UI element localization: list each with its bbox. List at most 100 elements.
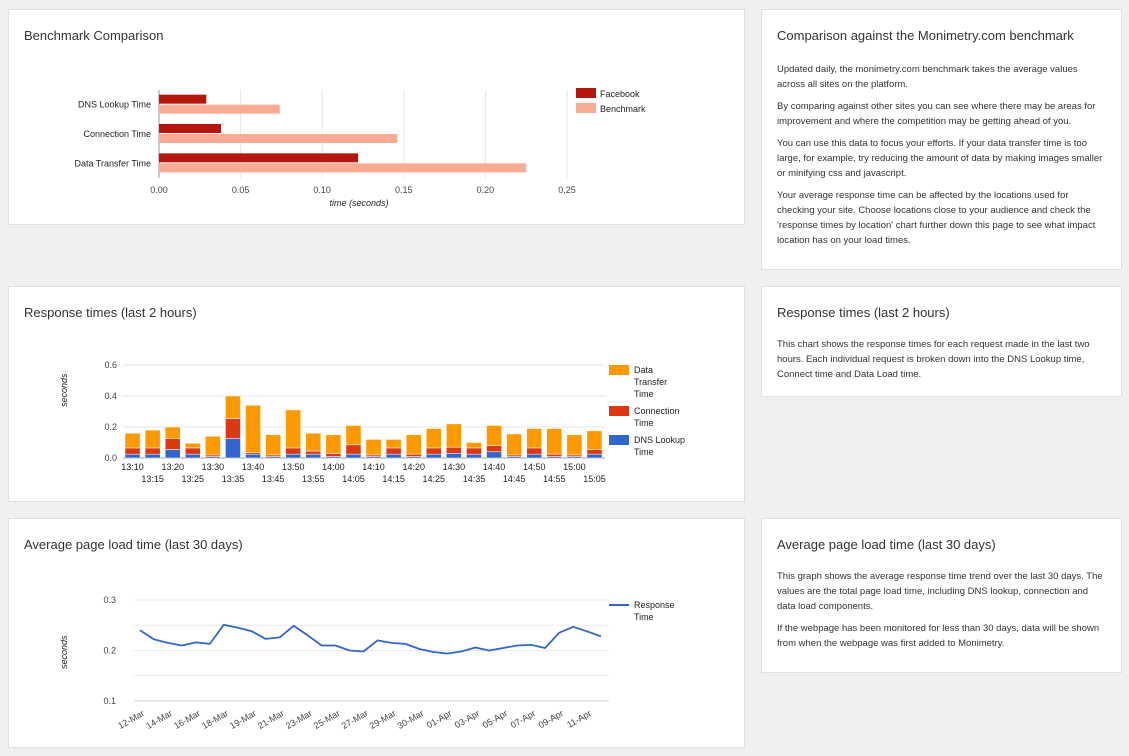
bar-segment	[426, 453, 442, 459]
bar-segment	[586, 453, 603, 459]
bar-segment	[426, 447, 442, 455]
bar-segment	[506, 433, 522, 456]
legend-label: Benchmark	[600, 104, 646, 114]
x-tick-label: 0.10	[313, 185, 331, 195]
info-paragraph: If the webpage has been monitored for le…	[777, 623, 1100, 649]
y-tick-label: 0.1	[103, 696, 116, 706]
bar-segment	[426, 428, 442, 449]
bar-segment	[325, 453, 342, 457]
benchmark-card: Benchmark Comparison 0.00 0.05 0.10 0.15 0.2…	[8, 9, 745, 225]
bar-segment	[285, 453, 301, 459]
bar-segment	[164, 449, 181, 459]
bar-segment	[486, 445, 502, 453]
x-tick-label: 14:55	[543, 474, 566, 484]
x-tick-label: 01-Apr	[425, 708, 453, 730]
response-times-chart: 0.0 0.2 0.4 0.6 seconds 13:10 13:15 13:20 13:25 1…	[59, 360, 685, 484]
x-tick-label: 0.25	[558, 185, 576, 195]
avg-load-chart: 0.1 0.2 0.3 seconds 12-Mar14-Mar16-Mar18-Mar…	[59, 595, 675, 731]
bar-segment	[446, 453, 462, 459]
x-tick-label: 03-Apr	[453, 708, 481, 730]
y-tick-label: 0.2	[104, 422, 117, 432]
x-tick-label: 14-Mar	[144, 708, 174, 731]
x-tick-label: 13:10	[121, 462, 144, 472]
bar-segment	[185, 453, 201, 459]
info-paragraph: By comparing against other sites you can…	[777, 101, 1096, 127]
bar-segment	[305, 453, 322, 459]
bar-benchmark	[159, 134, 398, 143]
info-paragraph: Updated daily, the monimetry.com benchma…	[777, 64, 1078, 90]
bar-segment	[285, 447, 301, 455]
bar-segment	[466, 447, 482, 455]
response-times-card: Response times (last 2 hours) 0.0 0.2 0.4 0…	[8, 286, 745, 502]
x-tick-label: 13:25	[182, 474, 205, 484]
x-tick-label: 14:10	[362, 462, 385, 472]
bar-segment	[365, 439, 382, 456]
bar-benchmark	[159, 163, 527, 173]
x-tick-label: 23-Mar	[284, 708, 314, 731]
info-paragraph: This chart shows the response times for …	[777, 339, 1090, 380]
bar-segment	[124, 432, 141, 449]
bar-segment	[466, 442, 482, 449]
bar-segment	[405, 453, 422, 457]
bar-segment	[245, 453, 261, 459]
x-tick-label: 13:40	[242, 462, 265, 472]
x-tick-label: 14:35	[463, 474, 486, 484]
x-tick-label: 14:15	[382, 474, 405, 484]
bar-segment	[526, 453, 543, 459]
legend-label: Connection Time	[634, 406, 680, 428]
category-label: Connection Time	[83, 129, 151, 139]
x-tick-label: 14:00	[322, 462, 345, 472]
x-tick-label: 27-Mar	[340, 708, 370, 731]
y-tick-label: 0.0	[104, 453, 117, 463]
bar-segment	[185, 447, 201, 455]
x-tick-label: 05-Apr	[481, 708, 509, 730]
x-tick-label: 15:05	[583, 474, 606, 484]
avg-load-card: Average page load time (last 30 days) 0.…	[8, 518, 745, 748]
bar-segment	[526, 447, 543, 455]
x-tick-label: 0.05	[232, 185, 250, 195]
bar-segment	[446, 446, 462, 454]
card-title: Response times (last 2 hours)	[24, 305, 197, 320]
bar-segment	[305, 432, 322, 452]
bar-segment	[385, 447, 402, 455]
bar-segment	[446, 423, 462, 448]
y-axis-title: seconds	[59, 635, 69, 669]
card-title: Benchmark Comparison	[24, 28, 164, 43]
x-tick-label: 14:40	[483, 462, 506, 472]
x-tick-label: 14:05	[342, 474, 365, 484]
x-tick-label: 13:35	[222, 474, 245, 484]
card-title: Average page load time (last 30 days)	[777, 537, 996, 552]
x-tick-label: 14:45	[503, 474, 526, 484]
x-tick-label: 14:20	[402, 462, 425, 472]
bar-segment	[225, 418, 241, 439]
x-tick-label: 19-Mar	[228, 708, 258, 731]
bar-segment	[345, 425, 362, 446]
x-tick-label: 13:50	[282, 462, 305, 472]
benchmark-info-card: Comparison against the Monimetry.com ben…	[761, 9, 1122, 270]
bar-segment	[526, 428, 543, 449]
category-label: Data Transfer Time	[74, 158, 151, 168]
bar-segment	[385, 453, 402, 459]
category-label: DNS Lookup Time	[78, 100, 151, 110]
x-tick-label: 13:30	[202, 462, 225, 472]
bar-segment	[586, 430, 603, 450]
bar-segment	[164, 426, 181, 439]
bar-segment	[385, 439, 402, 449]
bar-segment	[586, 449, 603, 455]
x-tick-label: 14:50	[523, 462, 546, 472]
bar-segment	[205, 436, 221, 456]
bar-segment	[265, 434, 281, 456]
y-axis-title: seconds	[59, 373, 69, 407]
y-tick-label: 0.2	[103, 646, 116, 656]
legend-label: Response Time	[634, 600, 675, 622]
info-paragraph: Your average response time can be affect…	[777, 190, 1096, 246]
bar-segment	[144, 453, 161, 459]
x-tick-label: 25-Mar	[312, 708, 342, 731]
legend-swatch	[609, 435, 629, 445]
bar-segment	[466, 453, 482, 459]
legend-swatch	[609, 365, 629, 375]
bar-segment	[124, 453, 141, 459]
bar-segment	[486, 425, 502, 446]
bar-segment	[546, 428, 563, 455]
bar-segment	[345, 444, 362, 455]
